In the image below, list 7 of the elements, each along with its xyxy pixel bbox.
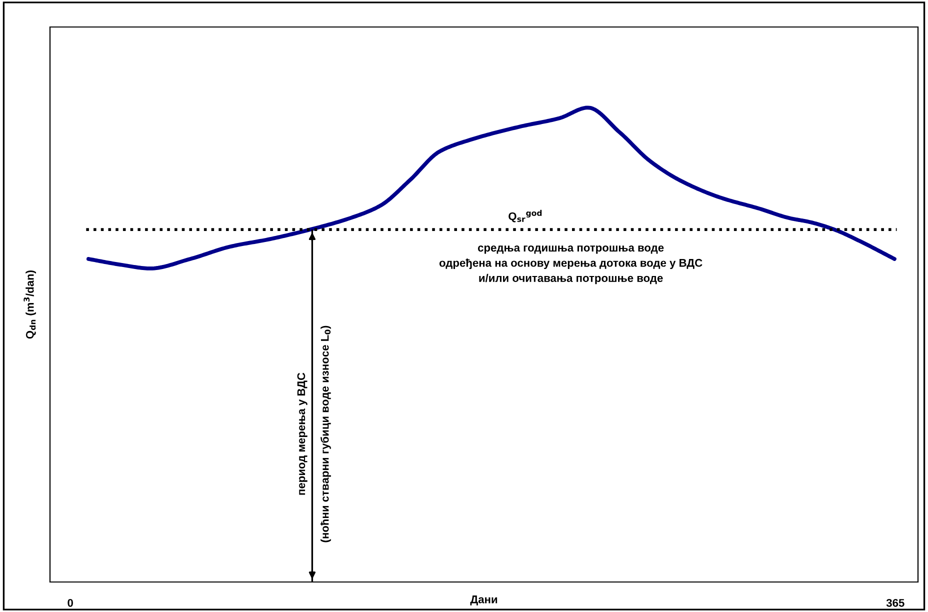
ref-line-label: период мерења у ВДС (ноћни стварни губици воде износе L$_{0}$) — [297, 326, 331, 542]
x-tick-label: 365 — [886, 598, 904, 607]
ref-line-label: Q$_{sr}$$^{god}$ — [508, 210, 542, 222]
annotation: средња годишња потрошња воде одређена на основу мерења дотока воде у ВДС и/или очитавања потрошње воде — [439, 246, 702, 284]
x-tick-label: 0 — [68, 598, 73, 607]
y-axis-title: Q$_{dn}$ (m$^{3}$/dan) — [24, 270, 36, 339]
x-axis-title: Дани — [470, 596, 498, 606]
